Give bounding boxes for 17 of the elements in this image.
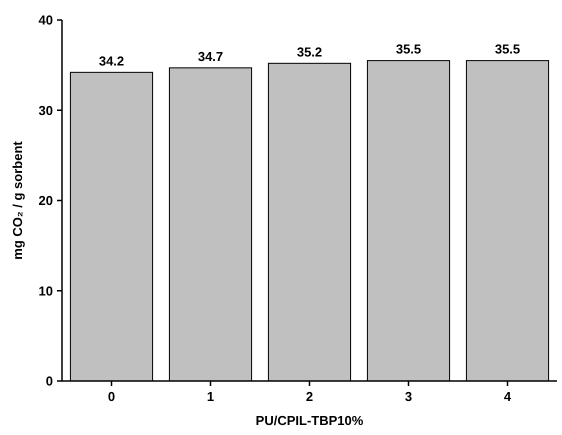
y-tick-label: 10 bbox=[38, 283, 53, 298]
data-label: 35.2 bbox=[296, 44, 322, 60]
y-tick-label: 20 bbox=[38, 193, 53, 208]
y-axis-title: mg CO₂ / g sorbent bbox=[10, 140, 25, 260]
x-tick-label: 0 bbox=[108, 389, 116, 404]
data-label: 35.5 bbox=[494, 42, 520, 57]
x-tick-label: 4 bbox=[504, 389, 512, 404]
y-tick-label: 40 bbox=[38, 12, 53, 28]
y-tick-label: 30 bbox=[38, 102, 53, 118]
x-axis-title: PU/CPIL-TBP10% bbox=[256, 413, 364, 428]
data-label: 34.7 bbox=[198, 48, 224, 64]
x-tick-label: 3 bbox=[404, 389, 412, 404]
data-label: 34.2 bbox=[98, 53, 124, 68]
x-tick-label: 2 bbox=[306, 389, 314, 404]
y-tick-label: 0 bbox=[46, 374, 53, 389]
data-label: 35.5 bbox=[396, 42, 422, 57]
x-tick-label: 1 bbox=[206, 389, 214, 404]
